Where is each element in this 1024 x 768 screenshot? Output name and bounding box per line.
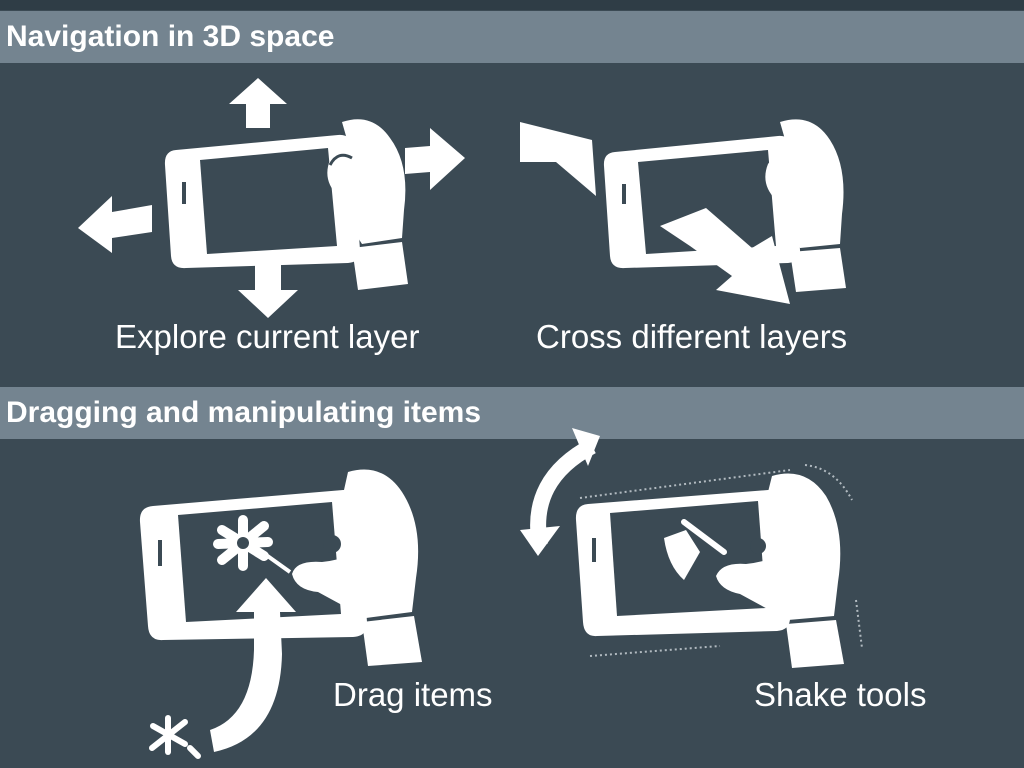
caption-explore-current-layer: Explore current layer bbox=[115, 318, 420, 355]
top-border bbox=[0, 0, 1024, 10]
phone-tilt-gesture-icon bbox=[520, 119, 846, 304]
hand-icon bbox=[260, 469, 422, 666]
caption-cross-different-layers: Cross different layers bbox=[536, 318, 848, 355]
hand-icon bbox=[765, 119, 846, 292]
arrow-up-icon bbox=[229, 78, 287, 128]
arrow-left-icon bbox=[78, 196, 152, 253]
phone-drag-gesture-icon bbox=[139, 469, 422, 759]
swipe-down-arrow-icon bbox=[660, 208, 790, 304]
section-header-navigation: Navigation in 3D space bbox=[0, 11, 1024, 63]
shake-arrow-icon bbox=[520, 428, 600, 556]
drag-arrow-icon bbox=[210, 578, 296, 752]
axe-tool-icon bbox=[664, 519, 727, 580]
arrow-down-icon bbox=[238, 264, 298, 318]
hand-icon bbox=[327, 119, 408, 290]
tilt-arrow-icon bbox=[520, 122, 596, 196]
section-header-dragging: Dragging and manipulating items bbox=[0, 387, 1024, 439]
small-flower-icon bbox=[149, 715, 201, 759]
caption-shake-tools: Shake tools bbox=[754, 676, 927, 713]
phone-icon bbox=[164, 134, 361, 269]
hand-icon bbox=[716, 473, 844, 668]
shake-motion-blur bbox=[579, 464, 863, 657]
caption-drag-items: Drag items bbox=[333, 676, 493, 713]
phone-shake-gesture-icon bbox=[520, 428, 863, 668]
arrow-right-icon bbox=[405, 128, 465, 190]
flower-icon bbox=[213, 515, 273, 571]
phone-pan-gesture-icon bbox=[78, 78, 465, 318]
